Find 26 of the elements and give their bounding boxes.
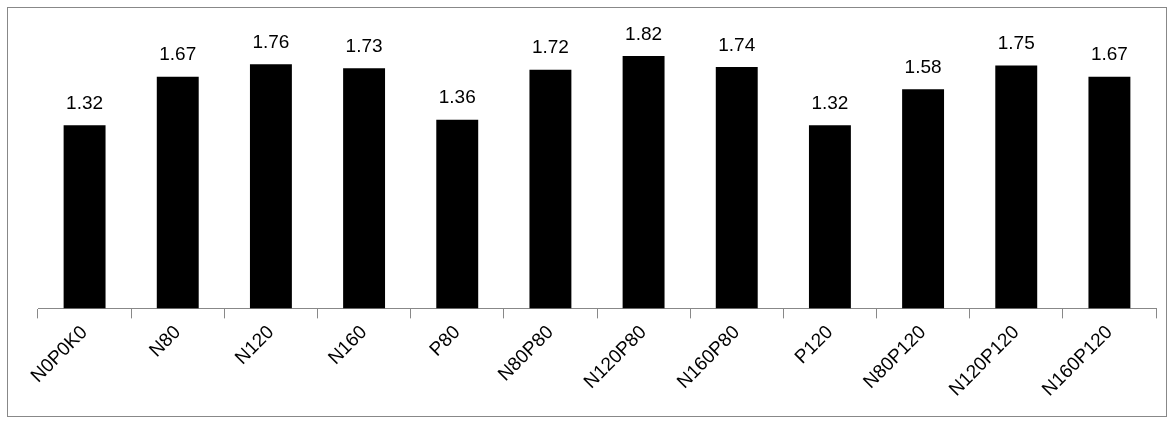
- bar: [529, 69, 572, 309]
- data-label: 1.76: [252, 30, 290, 52]
- bar: [995, 65, 1038, 309]
- bar: [343, 68, 386, 309]
- data-label: 1.74: [718, 33, 756, 55]
- bar: [622, 55, 665, 309]
- bar: [1088, 76, 1131, 309]
- data-label: 1.32: [811, 91, 849, 113]
- bar: [808, 125, 851, 309]
- data-label: 1.32: [66, 91, 104, 113]
- data-label: 1.82: [625, 22, 663, 44]
- data-label: 1.67: [159, 43, 197, 65]
- data-label: 1.73: [345, 35, 383, 57]
- x-tick-label: N80: [144, 321, 185, 361]
- data-label: 1.72: [531, 36, 569, 58]
- bar: [156, 76, 199, 309]
- data-label: 1.36: [438, 86, 476, 108]
- data-label: 1.75: [997, 32, 1035, 54]
- bar: [902, 89, 945, 309]
- data-label: 1.58: [904, 55, 942, 77]
- x-tick-label: P80: [425, 321, 464, 360]
- bar: [63, 125, 106, 309]
- data-label: 1.67: [1090, 43, 1128, 65]
- bar: [436, 119, 479, 309]
- bar: [249, 64, 292, 309]
- bar: [715, 66, 758, 309]
